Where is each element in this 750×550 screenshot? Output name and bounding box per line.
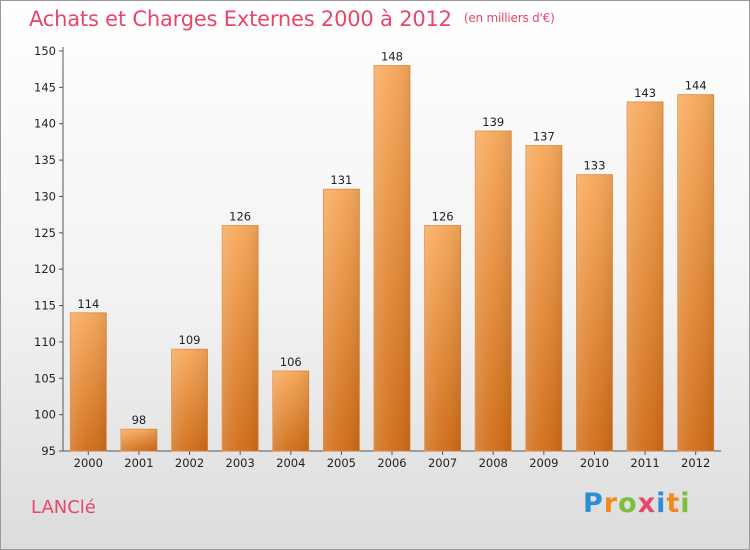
bar-shine-2003: [222, 225, 259, 451]
y-tick-label: 150: [34, 44, 56, 58]
logo-letter: o: [618, 488, 638, 519]
logo-letter: r: [603, 488, 619, 519]
location-name: LANClé: [31, 497, 96, 518]
y-tick-label: 145: [34, 80, 56, 94]
unit-note: (en milliers d'€): [463, 11, 555, 25]
bar-shine-2000: [70, 312, 107, 451]
x-tick-label-2000: 2000: [74, 456, 103, 470]
y-tick-label: 125: [34, 226, 56, 240]
x-tick-label-2007: 2007: [428, 456, 457, 470]
data-label-2012: 144: [685, 79, 707, 93]
bar-shine-2012: [677, 94, 714, 452]
proxiti-logo: Proxiti: [583, 488, 691, 519]
data-label-2007: 126: [432, 210, 454, 224]
data-label-2003: 126: [229, 210, 251, 224]
logo-letter: t: [666, 488, 681, 519]
x-tick-label-2004: 2004: [276, 456, 305, 470]
axes: 95 100 105 110 115 120 125 130 135 140 145 150: [34, 44, 721, 458]
x-tick-label-2001: 2001: [124, 456, 153, 470]
bar-shine-2004: [272, 371, 309, 451]
y-tick-label: 105: [34, 371, 56, 385]
x-tick-label-2003: 2003: [226, 456, 255, 470]
bar-shine-2010: [576, 174, 613, 452]
logo-letter: x: [637, 488, 657, 519]
data-label-2011: 143: [634, 86, 656, 100]
x-tick-label-2012: 2012: [681, 456, 710, 470]
logo-letter: i: [656, 488, 667, 519]
data-label-2005: 131: [330, 173, 352, 187]
data-label-2002: 109: [179, 333, 201, 347]
bar-shine-2011: [627, 101, 664, 451]
bar-shine-2008: [475, 131, 512, 451]
y-tick-label: 130: [34, 189, 56, 203]
bar-shine-2006: [374, 65, 410, 451]
chart-title: Achats et Charges Externes 2000 à 2012 (e…: [29, 7, 555, 31]
y-tick-label: 135: [34, 153, 56, 167]
title-text: Achats et Charges Externes 2000 à 2012: [29, 7, 452, 31]
data-label-2004: 106: [280, 355, 302, 369]
y-tick-label: 110: [34, 335, 56, 349]
bars: [69, 65, 715, 452]
x-tick-label-2008: 2008: [479, 456, 508, 470]
data-label-2001: 98: [132, 413, 147, 427]
labels: 114 2000 98 2001 109 2002 126 2003 106 2004 131 200…: [74, 50, 711, 470]
x-tick-label-2009: 2009: [529, 456, 558, 470]
y-tick-label: 115: [34, 299, 56, 313]
y-tick-label: 140: [34, 117, 56, 131]
bar-shine-2005: [323, 189, 360, 451]
x-tick-label-2005: 2005: [327, 456, 356, 470]
y-tick-label: 100: [34, 408, 56, 422]
logo-letter: P: [583, 488, 604, 519]
x-tick-label-2006: 2006: [377, 456, 406, 470]
x-tick-label-2002: 2002: [175, 456, 204, 470]
bar-shine-2007: [424, 225, 461, 451]
data-label-2006: 148: [381, 50, 403, 64]
y-tick-label: 120: [34, 262, 56, 276]
data-label-2000: 114: [77, 297, 99, 311]
y-tick-label: 95: [41, 444, 56, 458]
data-label-2009: 137: [533, 130, 555, 144]
logo-letter: i: [680, 488, 691, 519]
x-tick-label-2010: 2010: [580, 456, 609, 470]
data-label-2008: 139: [482, 115, 504, 129]
bar-shine-2009: [525, 145, 562, 451]
bar-shine-2001: [120, 429, 157, 451]
x-tick-label-2011: 2011: [630, 456, 659, 470]
data-label-2010: 133: [583, 159, 605, 173]
bar-shine-2002: [171, 349, 208, 451]
